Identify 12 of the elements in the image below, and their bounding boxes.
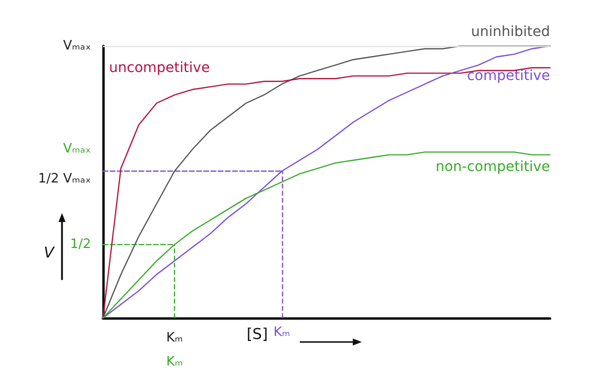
x-axis-title: [S] <box>246 325 268 343</box>
text: 1/2 <box>70 237 91 252</box>
x-tick-label: Kₘ <box>273 325 290 340</box>
series-label: uncompetitive <box>109 60 210 76</box>
x-tick-label: Kₘ Kₘ <box>166 330 183 370</box>
text: Vₘₐₓ <box>63 38 92 54</box>
series-label: non-competitive <box>436 158 550 175</box>
series-label: competitive <box>466 68 550 84</box>
series-label: uninhibited <box>470 24 550 40</box>
text: 1/2 Vₘₐₓ <box>38 172 92 187</box>
text: Vₘₐₓ <box>63 142 92 157</box>
y-axis-title: V <box>44 244 56 262</box>
